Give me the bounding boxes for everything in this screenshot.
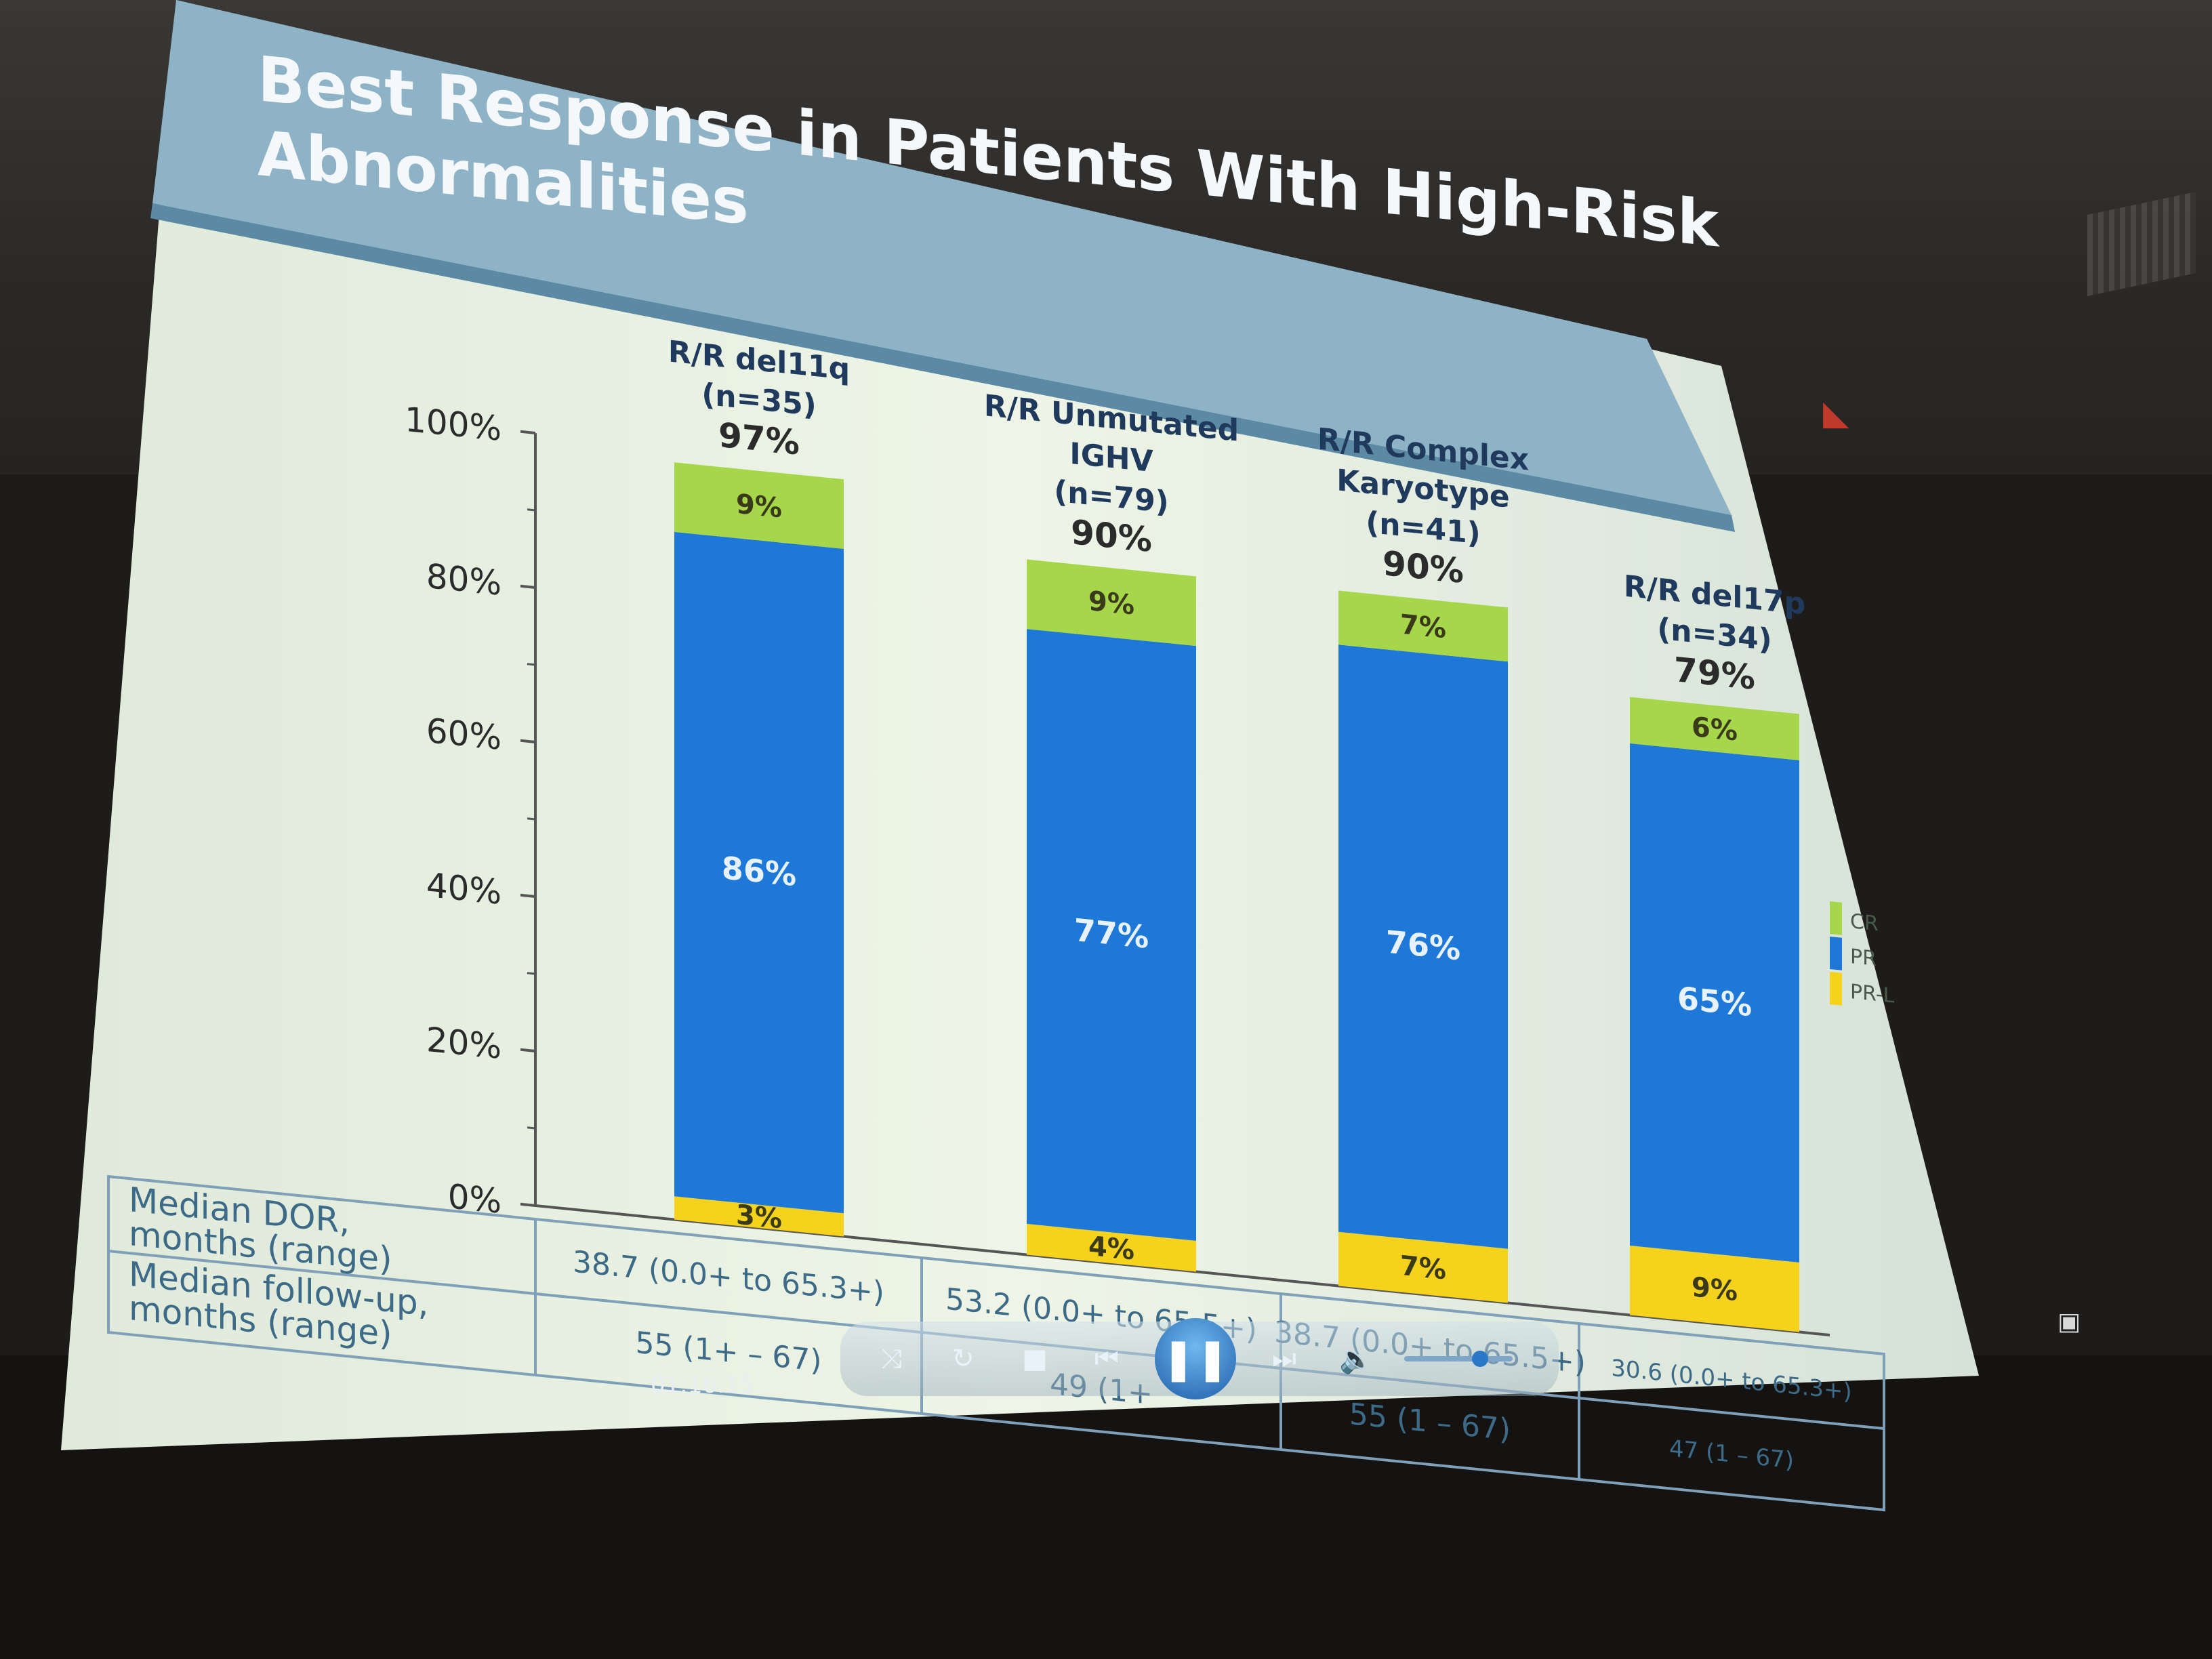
bar-total-label-3: 90%	[1382, 543, 1464, 591]
player-time: 01:16:15	[651, 1372, 754, 1399]
bar-label-pr-3: 76%	[1386, 924, 1460, 968]
legend-swatch-pr-l	[1830, 972, 1842, 1006]
y-tick	[520, 739, 535, 744]
legend-swatch-cr	[1830, 901, 1842, 935]
y-tick	[520, 584, 535, 590]
shuffle-icon[interactable]: ⤨	[880, 1343, 902, 1374]
bar-label-pr-l-4: 9%	[1692, 1271, 1738, 1307]
y-minor-tick	[527, 663, 535, 666]
bar-label-cr-4: 6%	[1692, 712, 1738, 747]
media-player-controls: ⤨ ↻ ■ ⏮ ❚❚ ⏭ 🔈	[840, 1318, 1559, 1399]
bar-label-pr-l-3: 7%	[1400, 1250, 1446, 1286]
bar-pr-4	[1630, 743, 1799, 1263]
table-frame	[107, 1174, 1885, 1512]
y-tick-label: 80%	[426, 556, 501, 603]
y-tick-label: 20%	[426, 1019, 501, 1067]
category-label-2: IGHV	[1069, 436, 1153, 479]
bar-pr-l-1	[674, 1196, 844, 1237]
repeat-icon[interactable]: ↻	[951, 1343, 975, 1374]
bar-pr-2	[1027, 629, 1196, 1241]
bar-label-cr-3: 7%	[1400, 609, 1446, 645]
presenter-menu-icon: ▣	[2057, 1308, 2081, 1336]
legend-label-cr: CR	[1850, 909, 1879, 936]
bar-label-cr-1: 9%	[736, 489, 782, 525]
legend-label-pr-l: PR-L	[1850, 980, 1894, 1008]
bar-pr-l-3	[1338, 1231, 1508, 1303]
volume-slider[interactable]	[1404, 1351, 1513, 1367]
legend-swatch-pr	[1830, 937, 1842, 970]
bar-label-pr-2: 77%	[1074, 912, 1149, 956]
bar-cr-4	[1630, 697, 1799, 760]
volume-icon[interactable]: 🔈	[1339, 1343, 1373, 1375]
next-icon[interactable]: ⏭	[1272, 1343, 1296, 1374]
bar-pr-l-4	[1630, 1245, 1799, 1332]
title-band-edge	[150, 203, 1735, 532]
y-tick-label: 100%	[405, 399, 501, 449]
y-tick-label: 60%	[426, 710, 501, 758]
bar-total-label-2: 90%	[1071, 512, 1152, 560]
previous-icon[interactable]: ⏮	[1094, 1343, 1119, 1374]
bar-total-label-1: 97%	[718, 415, 800, 463]
y-tick	[520, 430, 535, 435]
bar-label-pr-l-2: 4%	[1088, 1231, 1134, 1267]
legend-label-pr: PR	[1850, 945, 1877, 971]
bar-pr-1	[674, 531, 844, 1214]
bar-pr-3	[1338, 644, 1508, 1249]
bar-pr-l-2	[1027, 1223, 1196, 1272]
bar-cr-2	[1027, 559, 1196, 647]
table-cell: 55 (1 – 67)	[1349, 1397, 1511, 1448]
bar-label-cr-2: 9%	[1088, 586, 1134, 621]
bar-label-pr-4: 65%	[1677, 980, 1752, 1024]
y-tick-label: 40%	[426, 865, 501, 912]
y-tick	[520, 1048, 535, 1053]
table-cell: 47 (1 – 67)	[1669, 1435, 1794, 1474]
pause-icon[interactable]: ❚❚	[1155, 1318, 1236, 1399]
bar-total-label-4: 79%	[1674, 649, 1755, 697]
y-minor-tick	[527, 972, 535, 975]
y-tick	[520, 893, 535, 899]
presenter-tool-icon: ◣	[1823, 393, 1849, 432]
title-band	[152, 0, 1732, 515]
bar-label-pr-1: 86%	[722, 849, 796, 893]
y-tick	[520, 1202, 535, 1208]
bar-cr-3	[1338, 590, 1508, 662]
stop-icon[interactable]: ■	[1022, 1343, 1048, 1374]
bar-cr-1	[674, 462, 844, 549]
